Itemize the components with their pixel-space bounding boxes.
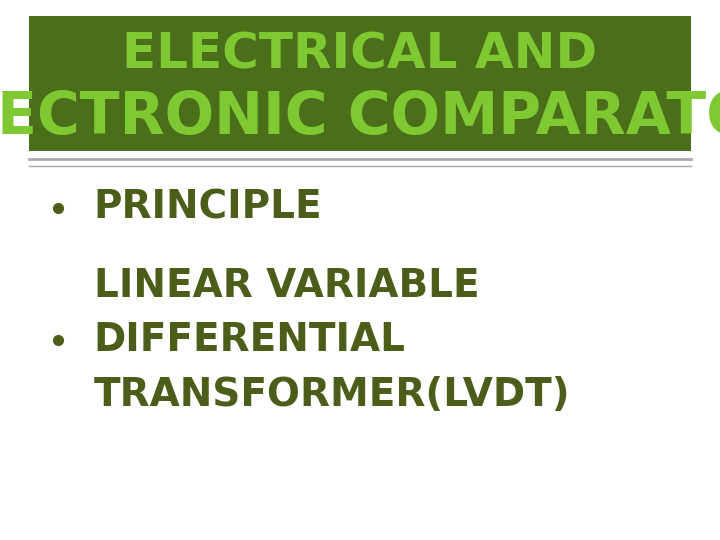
- Text: LINEAR VARIABLE
DIFFERENTIAL
TRANSFORMER(LVDT): LINEAR VARIABLE DIFFERENTIAL TRANSFORMER…: [94, 267, 570, 414]
- FancyBboxPatch shape: [29, 16, 691, 151]
- Text: ELECTRONIC COMPARATOR: ELECTRONIC COMPARATOR: [0, 89, 720, 146]
- Text: PRINCIPLE: PRINCIPLE: [94, 189, 323, 227]
- Text: ELECTRICAL AND: ELECTRICAL AND: [122, 30, 598, 78]
